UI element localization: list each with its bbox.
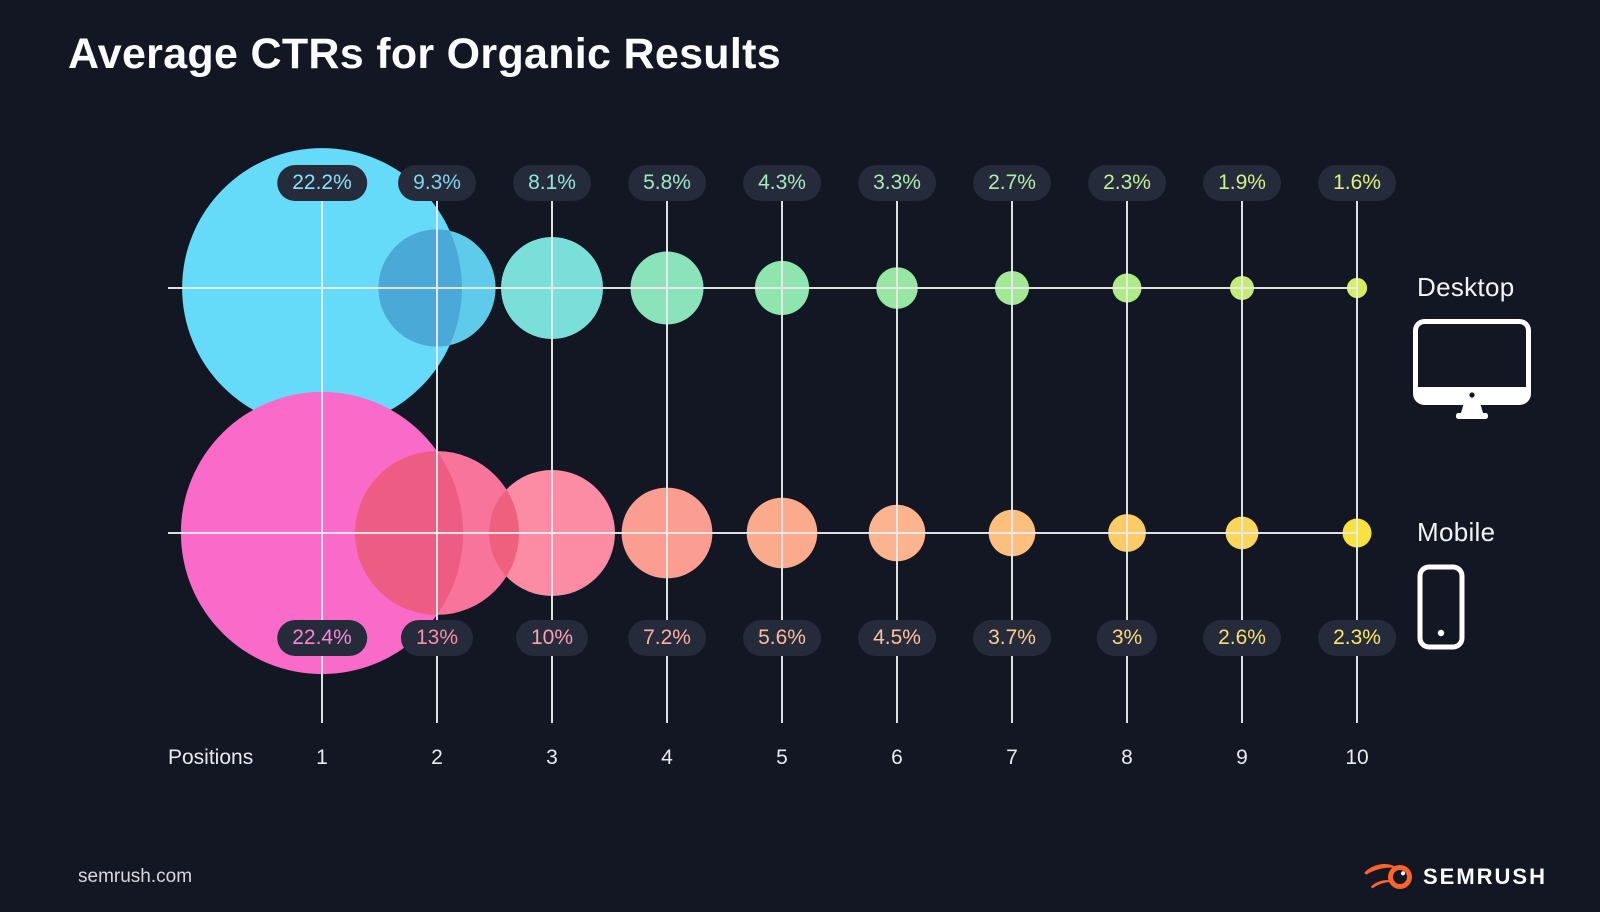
legend-mobile: Mobile bbox=[1417, 517, 1495, 655]
semrush-flame-icon bbox=[1364, 864, 1412, 889]
legend-desktop: Desktop bbox=[1413, 272, 1531, 426]
mobile-phone-icon bbox=[1417, 564, 1465, 650]
footer-url: semrush.com bbox=[78, 866, 193, 887]
brand-name: SEMRUSH bbox=[1422, 864, 1547, 889]
legend-desktop-label: Desktop bbox=[1417, 272, 1515, 302]
legend-mobile-label: Mobile bbox=[1417, 517, 1496, 547]
brand-logo: SEMRUSH bbox=[1364, 861, 1547, 893]
page-title: Average CTRs for Organic Results bbox=[68, 30, 781, 78]
desktop-monitor-icon bbox=[1413, 319, 1531, 419]
